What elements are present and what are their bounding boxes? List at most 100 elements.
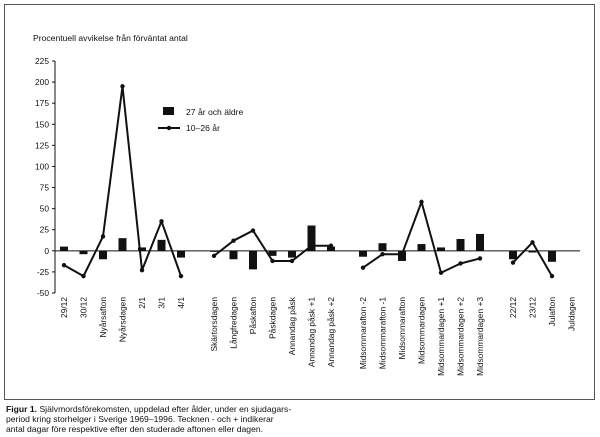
bar [548,250,556,262]
legend: 27 år och äldre 10–26 år [158,107,244,133]
line-point [309,243,314,248]
bar [118,238,127,251]
x-tick-label: 22/12 [508,297,518,318]
line-point [289,258,295,264]
x-tick-label: 29/12 [59,297,69,318]
line-point [159,219,164,224]
x-tick-label: Midsommardagen +3 [475,297,485,376]
figure-caption: Figur 1. Självmordsförekomsten, uppdelad… [6,404,596,435]
line-point [250,228,256,233]
line-point [530,240,535,245]
bar [528,250,537,253]
x-tick-label: Nyårsafton [98,297,108,338]
line-point [139,268,145,273]
legend-label-line: 10–26 år [186,123,220,133]
x-tick-label: Annandag påsk [287,296,297,355]
line-point [380,251,385,257]
x-tick-label: 23/12 [528,297,538,318]
bar [79,250,88,255]
bar [60,246,68,251]
x-tick-label: Juldagen [567,297,577,331]
bar [268,250,277,256]
line-point [328,243,334,248]
x-tick-label: 4/1 [176,297,186,309]
bar [177,250,185,258]
y-tick-label: 175 [35,98,49,108]
bar [210,250,218,252]
y-tick-label: 25 [40,225,50,235]
line-point [211,253,217,259]
line-series [61,84,555,279]
figure-frame [4,4,595,400]
y-tick-label: 0 [44,246,49,256]
x-tick-label: Långfredagen [229,297,239,349]
axes: -50 -25 0 25 50 75 100 125 150 175 200 225 [35,56,580,298]
x-tick-label: 2/1 [137,297,147,309]
series-line [362,200,481,274]
x-tick-label: Julafton [547,297,557,327]
line-point [399,251,405,257]
line-point [510,260,516,265]
x-tick-label: Påskafton [248,297,258,335]
legend-swatch-bar [163,107,174,115]
x-tick-label: 30/12 [79,297,89,318]
x-tick-label: Midsommardagen +2 [456,297,466,376]
x-tick-label: Midsommardagen +1 [436,297,446,376]
caption-line: antal dagar före respektive efter den st… [6,424,264,435]
y-tick-label: 150 [35,119,49,129]
x-tick-label: Nyårsdagen [118,297,128,343]
bar [417,244,426,251]
bar [157,239,166,251]
x-tick-label: Midsommardagen [417,297,427,364]
bar [288,250,296,258]
line-point [419,199,424,205]
y-tick-label: 75 [40,183,50,193]
bar [476,233,484,251]
bar [229,250,238,260]
bar [359,250,367,257]
bar [509,250,517,260]
caption-text: Självmordsförekomsten, uppdelad efter ål… [39,404,292,414]
bar [437,247,445,251]
line-point [120,84,125,89]
line-point [458,261,463,266]
x-tick-label: Annandag påsk +1 [307,297,317,367]
x-tick-label: Midsommarafton -2 [358,297,368,369]
line-point [360,265,366,270]
y-tick-label: 125 [35,140,49,150]
legend-swatch-marker [166,125,172,131]
legend-label-bar: 27 år och äldre [186,107,244,117]
bar [456,239,465,251]
y-tick-label: 225 [35,56,49,66]
chart-title: Procentuell avvikelse från förväntat ant… [33,33,188,43]
line-point [438,270,444,275]
line-point [549,273,555,279]
y-tick-label: 50 [40,204,50,214]
x-tick-label: Skärtorsdagen [209,297,219,352]
caption-line: Figur 1. Självmordsförekomsten, uppdelad… [6,404,596,414]
x-tick-label: 3/1 [157,297,167,309]
y-tick-label: 100 [35,161,49,171]
bar [99,250,107,260]
chart: Procentuell avvikelse från förväntat ant… [33,33,580,376]
bar [327,246,335,251]
series-line [512,241,553,277]
caption-line: period kring storhelger i Sverige 1969–1… [6,414,274,425]
line-point [270,258,275,264]
line-point [231,238,236,243]
line-point [477,256,483,261]
bar-series [60,225,556,270]
y-tick-label: 200 [35,77,49,87]
caption-label: Figur 1. [6,404,38,414]
bar [307,225,316,251]
line-point [100,234,106,239]
x-tick-label: Annandag påsk +2 [326,297,336,367]
x-tick-labels: 29/12 30/12 Nyårsafton Nyårsdagen 2/1 3/1 4/1 S… [59,296,577,376]
y-tick-label: -25 [37,267,49,277]
line-point [178,273,184,279]
bar [249,250,257,270]
y-tick-label: -50 [37,288,49,298]
line-point [61,262,67,268]
x-tick-label: Midsommarafton -1 [378,297,388,369]
